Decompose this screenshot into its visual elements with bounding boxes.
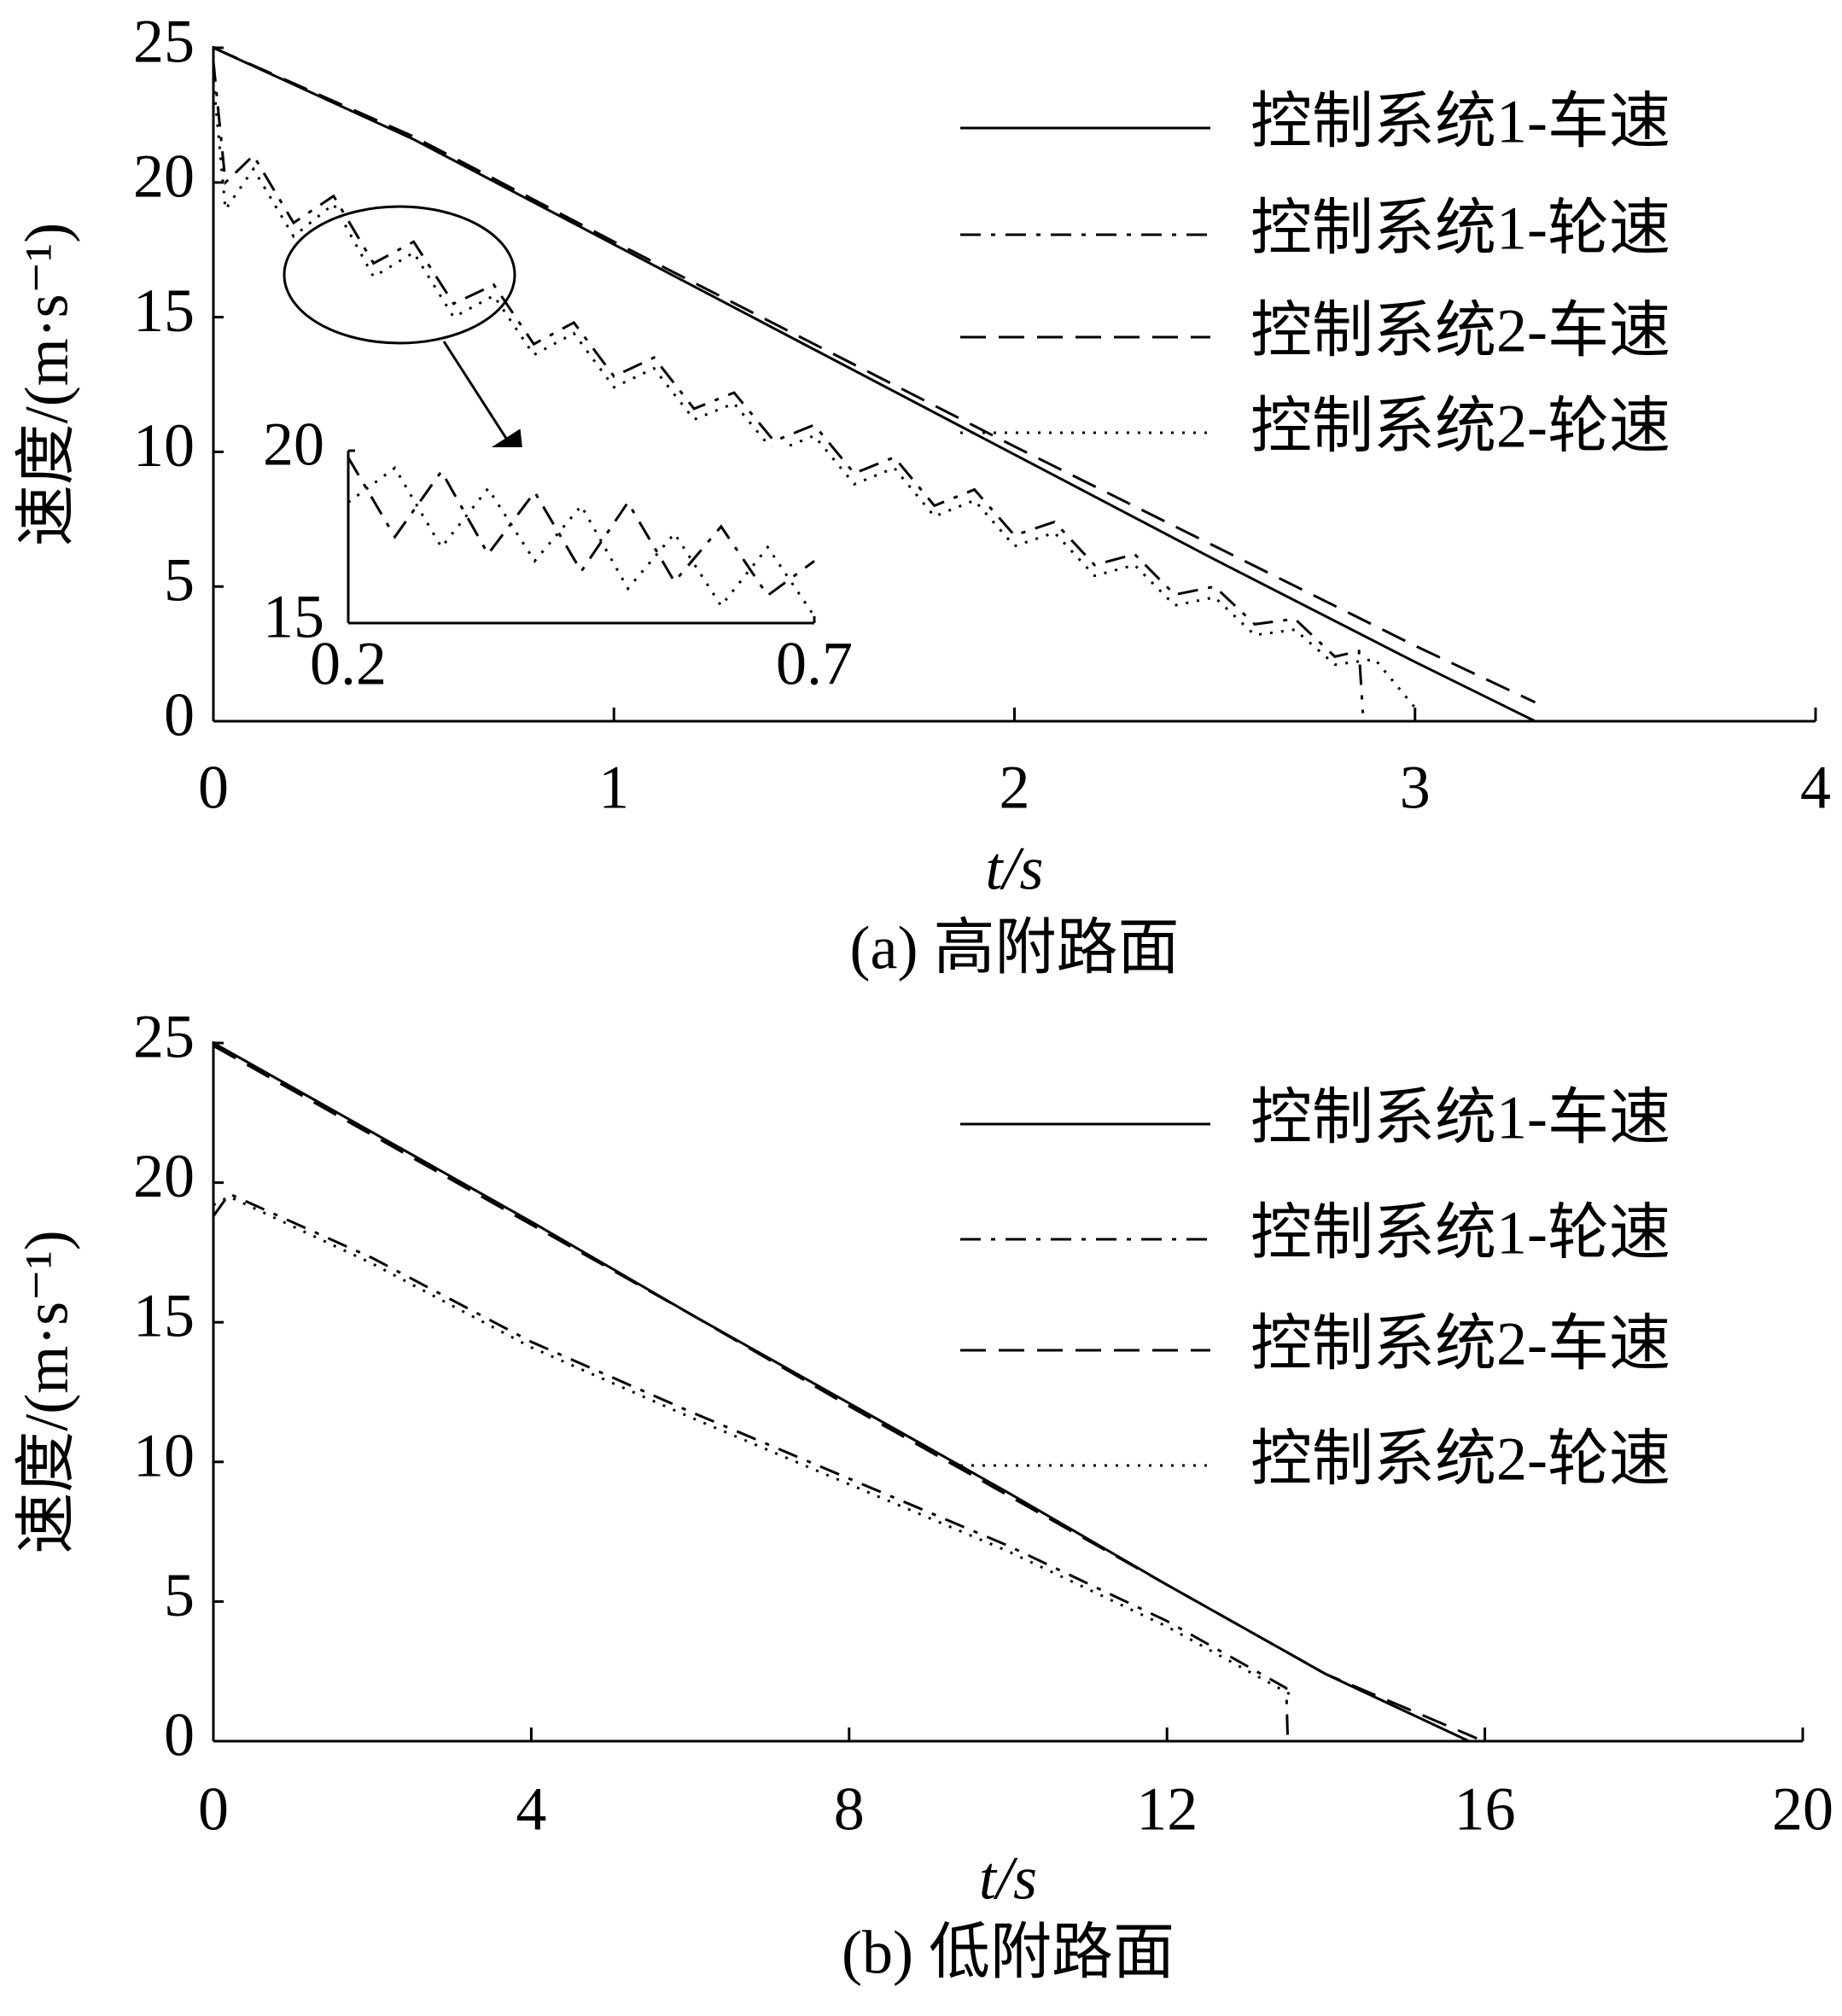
- legend-label: 控制系统2-轮速: [1250, 1425, 1670, 1494]
- x-tick-label: 12: [1136, 1775, 1198, 1844]
- legend-label: 控制系统1-轮速: [1250, 195, 1670, 263]
- legend-label: 控制系统2-车速: [1250, 297, 1670, 365]
- data-line: [213, 46, 1536, 723]
- y-axis-label: 速度/(m·s⁻¹): [13, 1230, 81, 1554]
- y-tick-label: 15: [133, 277, 195, 345]
- data-line: [347, 457, 815, 597]
- zoom-ellipse: [283, 205, 516, 345]
- y-tick-label: 10: [133, 1421, 195, 1489]
- x-tick-label: 3: [1400, 754, 1431, 822]
- data-line: [213, 46, 1536, 704]
- y-axis-label: 速度/(m·s⁻¹): [13, 223, 81, 547]
- x-tick-label: 4: [516, 1775, 546, 1844]
- legend-label: 控制系统2-车速: [1250, 1310, 1670, 1378]
- inset-x-tick-label: 0.2: [310, 630, 387, 698]
- legend-label: 控制系统2-轮速: [1250, 393, 1670, 461]
- x-tick-label: 0: [198, 754, 229, 822]
- y-tick-label: 20: [133, 142, 195, 210]
- x-tick-label: 2: [1000, 754, 1030, 822]
- y-tick-label: 20: [133, 1142, 195, 1210]
- x-axis-label: t/s: [985, 835, 1043, 903]
- data-line: [212, 61, 1365, 714]
- data-line: [213, 1195, 1295, 1698]
- x-tick-label: 0: [198, 1775, 229, 1844]
- y-tick-label: 5: [164, 1561, 195, 1629]
- zoom-arrow: [442, 341, 525, 467]
- inset-x-tick-label: 0.7: [776, 630, 853, 698]
- y-tick-label: 0: [164, 681, 195, 749]
- data-line: [212, 1192, 1290, 1742]
- y-tick-label: 25: [133, 8, 195, 76]
- inset-background: [347, 447, 818, 623]
- y-tick-label: 25: [133, 1003, 195, 1071]
- legend-label: 控制系统1-车速: [1250, 88, 1670, 156]
- x-tick-label: 1: [598, 754, 629, 822]
- x-tick-label: 16: [1454, 1775, 1516, 1844]
- y-tick-label: 15: [133, 1282, 195, 1350]
- inset-y-tick-label: 20: [263, 411, 324, 479]
- x-axis-label: t/s: [979, 1844, 1037, 1913]
- x-tick-label: 4: [1800, 754, 1831, 822]
- x-tick-label: 8: [834, 1775, 865, 1844]
- inset-y-tick-label: 15: [263, 583, 324, 651]
- data-line: [213, 1041, 1470, 1743]
- caption: (a) 高附路面: [850, 914, 1180, 982]
- data-line: [212, 79, 1416, 709]
- caption: (b) 低附路面: [842, 1919, 1175, 1987]
- y-tick-label: 5: [164, 546, 195, 615]
- data-line: [213, 1044, 1478, 1740]
- y-tick-label: 0: [164, 1701, 195, 1769]
- legend-label: 控制系统1-轮速: [1250, 1199, 1670, 1267]
- legend-label: 控制系统1-车速: [1250, 1084, 1670, 1152]
- y-tick-label: 10: [133, 411, 195, 480]
- x-tick-label: 20: [1772, 1775, 1833, 1844]
